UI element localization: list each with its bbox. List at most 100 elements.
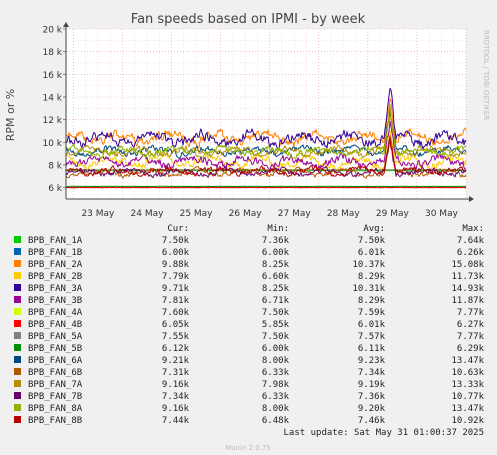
legend-name: BPB_FAN_7B [28, 392, 82, 402]
legend-avg: 6.01k [358, 248, 386, 258]
legend-swatch [14, 416, 21, 423]
x-axis-arrow [469, 196, 474, 202]
legend-name: BPB_FAN_5A [28, 332, 83, 342]
legend-min: 8.25k [262, 260, 290, 270]
y-axis-label: RPM or % [4, 89, 17, 141]
legend-name: BPB_FAN_3A [28, 284, 83, 294]
legend-max: 10.63k [451, 368, 484, 378]
legend-name: BPB_FAN_3B [28, 296, 82, 306]
legend-avg: 9.20k [358, 404, 386, 414]
legend-min: 6.00k [262, 344, 290, 354]
legend-avg: 10.31k [352, 284, 385, 294]
legend-cur: 6.05k [162, 320, 190, 330]
legend-swatch [14, 404, 21, 411]
legend-max: 13.47k [451, 404, 484, 414]
series-line-bpb_fan_7b [65, 139, 467, 179]
legend-max: 13.33k [451, 380, 484, 390]
legend-name: BPB_FAN_6B [28, 368, 82, 378]
legend-swatch [14, 236, 21, 243]
legend-min: 6.48k [262, 416, 290, 426]
legend-swatch [14, 260, 21, 267]
legend-header-avg: Avg: [363, 224, 385, 234]
legend-avg: 7.36k [358, 392, 386, 402]
legend-max: 7.64k [457, 236, 485, 246]
legend-min: 8.00k [262, 404, 290, 414]
y-tick-label: 16 k [42, 71, 62, 81]
legend-min: 8.25k [262, 284, 290, 294]
legend-name: BPB_FAN_8B [28, 416, 82, 426]
legend-max: 7.77k [457, 308, 485, 318]
legend-swatch [14, 368, 21, 375]
legend-max: 10.92k [451, 416, 484, 426]
y-tick-label: 8 k [48, 162, 63, 172]
legend-swatch [14, 380, 21, 387]
legend-cur: 7.60k [162, 308, 190, 318]
y-tick-label: 6 k [48, 184, 63, 194]
legend-avg: 8.29k [358, 296, 386, 306]
series-lines [65, 87, 467, 189]
legend-header-max: Max: [462, 224, 484, 234]
legend-swatch [14, 332, 21, 339]
legend-name: BPB_FAN_4A [28, 308, 83, 318]
legend-avg: 8.29k [358, 272, 386, 282]
series-line-bpb_fan_6b [65, 134, 467, 179]
legend-min: 6.00k [262, 248, 290, 258]
legend-max: 6.26k [457, 248, 485, 258]
legend-min: 7.98k [262, 380, 290, 390]
legend-max: 7.77k [457, 332, 485, 342]
legend-cur: 6.12k [162, 344, 190, 354]
legend-min: 5.85k [262, 320, 290, 330]
legend-min: 7.50k [262, 308, 290, 318]
legend-max: 6.29k [457, 344, 485, 354]
legend-cur: 7.34k [162, 392, 190, 402]
legend-swatch [14, 296, 21, 303]
legend-cur: 6.00k [162, 248, 190, 258]
x-tick-label: 25 May [180, 209, 214, 219]
legend-swatch [14, 248, 21, 255]
legend-name: BPB_FAN_6A [28, 356, 83, 366]
x-tick-label: 24 May [131, 209, 165, 219]
y-axis-arrow [63, 22, 69, 27]
legend-min: 6.33k [262, 392, 290, 402]
legend-max: 15.08k [451, 260, 484, 270]
legend-min: 7.50k [262, 332, 290, 342]
legend-swatch [14, 392, 21, 399]
legend-avg: 7.57k [358, 332, 386, 342]
legend-cur: 9.88k [162, 260, 190, 270]
legend-max: 6.27k [457, 320, 485, 330]
y-tick-label: 14 k [42, 94, 62, 104]
legend-cur: 9.16k [162, 380, 190, 390]
legend-swatch [14, 308, 21, 315]
legend-max: 11.73k [451, 272, 484, 282]
legend-min: 6.60k [262, 272, 290, 282]
legend-cur: 7.31k [162, 368, 190, 378]
x-tick-labels: 23 May 24 May 25 May 26 May 27 May 28 May 29 M… [81, 209, 458, 219]
y-tick-label: 12 k [42, 116, 62, 126]
legend-cur: 7.50k [162, 236, 190, 246]
legend-cur: 9.71k [162, 284, 190, 294]
legend: Cur: Min: Avg: Max: BPB_FAN_1A 7.50k 7.36k… [14, 224, 485, 426]
legend-avg: 10.37k [352, 260, 385, 270]
legend-swatch [14, 344, 21, 351]
legend-max: 14.93k [451, 284, 484, 294]
legend-name: BPB_FAN_2A [28, 260, 83, 270]
legend-max: 10.77k [451, 392, 484, 402]
legend-avg: 6.01k [358, 320, 386, 330]
legend-min: 6.71k [262, 296, 290, 306]
x-tick-label: 23 May [81, 209, 115, 219]
x-tick-label: 28 May [327, 209, 361, 219]
legend-header-min: Min: [267, 224, 289, 234]
series-line-bpb_fan_3a [65, 87, 467, 150]
legend-avg: 7.50k [358, 236, 386, 246]
legend-avg: 9.23k [358, 356, 386, 366]
x-tick-label: 26 May [229, 209, 263, 219]
legend-name: BPB_FAN_5B [28, 344, 82, 354]
chart-title: Fan speeds based on IPMI - by week [131, 12, 366, 27]
legend-avg: 7.59k [358, 308, 386, 318]
legend-cur: 9.16k [162, 404, 190, 414]
y-tick-labels: 6 k 8 k 10 k 12 k 14 k 16 k 18 k 20 k [42, 26, 62, 195]
y-tick-label: 18 k [42, 48, 62, 58]
legend-swatch [14, 272, 21, 279]
legend-cur: 7.79k [162, 272, 190, 282]
